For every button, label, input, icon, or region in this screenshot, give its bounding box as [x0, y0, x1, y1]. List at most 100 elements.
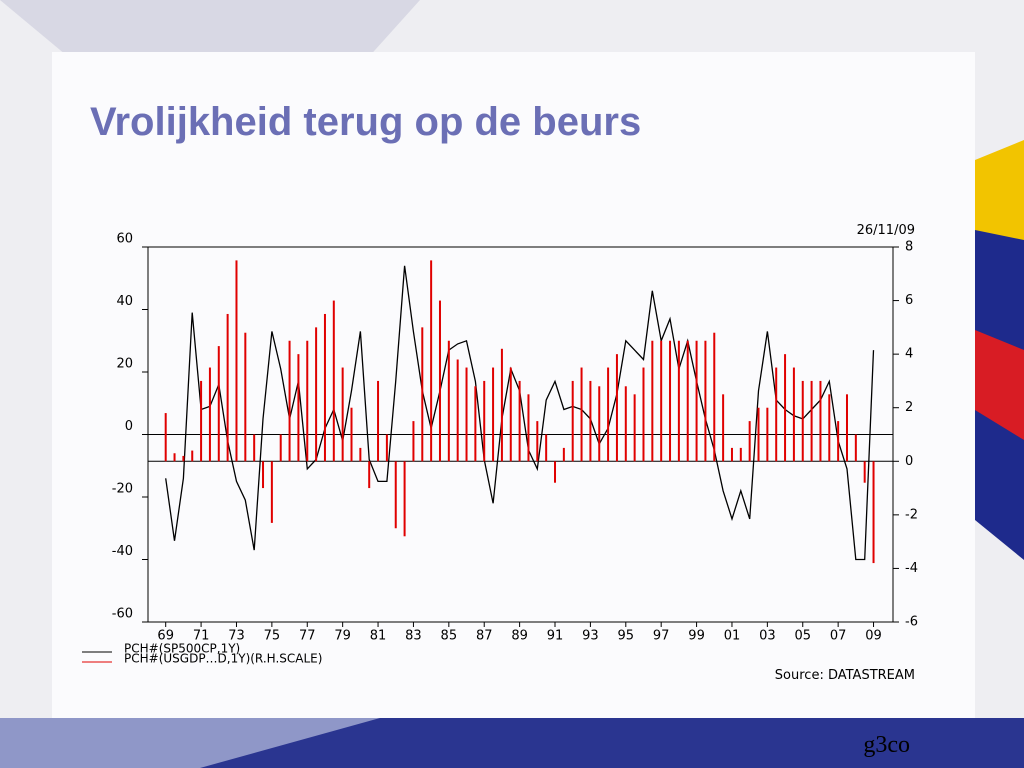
y-tick-label: 0	[125, 419, 133, 434]
bar	[270, 461, 273, 523]
y-tick-label: 60	[116, 232, 133, 247]
bar	[730, 447, 733, 462]
bar	[244, 332, 247, 462]
bar	[200, 380, 203, 462]
bar	[368, 461, 371, 489]
y-tick-label: -60	[112, 607, 133, 622]
slide-title: Vrolijkheid terug op de beurs	[90, 100, 641, 144]
bar	[554, 461, 557, 483]
bar	[615, 354, 618, 462]
bar	[279, 434, 282, 462]
x-tick-label: 95	[618, 629, 635, 644]
bar	[545, 434, 548, 462]
bar	[323, 313, 326, 462]
bar	[332, 300, 335, 462]
bar	[217, 346, 220, 462]
bar	[182, 455, 185, 462]
bar	[704, 340, 707, 462]
y2-tick-label: 6	[905, 293, 913, 308]
bar	[677, 340, 680, 462]
x-tick-label: 93	[582, 629, 599, 644]
bar	[722, 394, 725, 462]
bar	[403, 461, 406, 537]
bar	[669, 340, 672, 462]
bar	[492, 367, 495, 462]
bar	[713, 332, 716, 462]
bar	[784, 354, 787, 462]
source-note: Source: DATASTREAM	[775, 668, 915, 683]
y-tick-label: -20	[112, 482, 133, 497]
footer-mark: g3co	[863, 732, 910, 758]
y2-tick-label: 8	[905, 240, 913, 255]
bar	[837, 421, 840, 462]
bar	[651, 340, 654, 462]
bar	[598, 386, 601, 462]
bar	[173, 453, 176, 462]
legend-label: PCH#(SP500CP,1Y)	[124, 642, 240, 656]
content-panel	[52, 52, 975, 718]
x-tick-label: 85	[441, 629, 458, 644]
bar	[571, 380, 574, 462]
x-tick-label: 99	[688, 629, 705, 644]
x-tick-label: 07	[830, 629, 847, 644]
bar	[810, 380, 813, 462]
bar	[235, 260, 238, 462]
x-tick-label: 83	[405, 629, 422, 644]
y2-tick-label: 0	[905, 454, 913, 469]
y-tick-label: 20	[116, 357, 133, 372]
bar	[421, 327, 424, 462]
bar	[775, 367, 778, 462]
bar	[509, 367, 512, 462]
bar	[315, 327, 318, 462]
bar	[430, 260, 433, 462]
bar	[297, 354, 300, 462]
decor-shape	[975, 330, 1024, 440]
x-tick-label: 01	[724, 629, 741, 644]
bar	[191, 450, 194, 462]
bar	[819, 380, 822, 462]
bar	[447, 340, 450, 462]
bar	[828, 394, 831, 462]
x-tick-label: 91	[547, 629, 564, 644]
x-tick-label: 87	[476, 629, 493, 644]
bar	[607, 367, 610, 462]
bar	[527, 394, 530, 462]
bar	[412, 421, 415, 462]
bar	[757, 407, 760, 462]
y-tick-label: 40	[116, 294, 133, 309]
bar	[854, 434, 857, 462]
x-tick-label: 05	[794, 629, 811, 644]
bar	[872, 461, 875, 564]
bar	[350, 407, 353, 462]
bar	[863, 461, 866, 483]
bar	[385, 434, 388, 462]
bar	[500, 348, 503, 462]
bar	[562, 447, 565, 462]
x-tick-label: 03	[759, 629, 776, 644]
x-tick-label: 73	[228, 629, 245, 644]
bar	[695, 340, 698, 462]
bar	[438, 300, 441, 462]
y2-tick-label: -6	[905, 615, 918, 630]
bar	[518, 380, 521, 462]
x-tick-label: 97	[653, 629, 670, 644]
bar	[359, 447, 362, 462]
bar	[766, 407, 769, 462]
bar	[262, 461, 265, 489]
bar	[456, 359, 459, 462]
bar	[483, 380, 486, 462]
x-tick-label: 77	[299, 629, 316, 644]
x-tick-label: 89	[511, 629, 528, 644]
bar	[739, 447, 742, 462]
bar	[394, 461, 397, 529]
y2-tick-label: 4	[905, 347, 913, 362]
y2-tick-label: 2	[905, 400, 913, 415]
bar	[474, 386, 477, 462]
x-tick-label: 75	[264, 629, 281, 644]
bar	[465, 367, 468, 462]
bar	[377, 380, 380, 462]
chart-date: 26/11/09	[857, 223, 915, 238]
bar	[845, 394, 848, 462]
x-tick-label: 71	[193, 629, 210, 644]
